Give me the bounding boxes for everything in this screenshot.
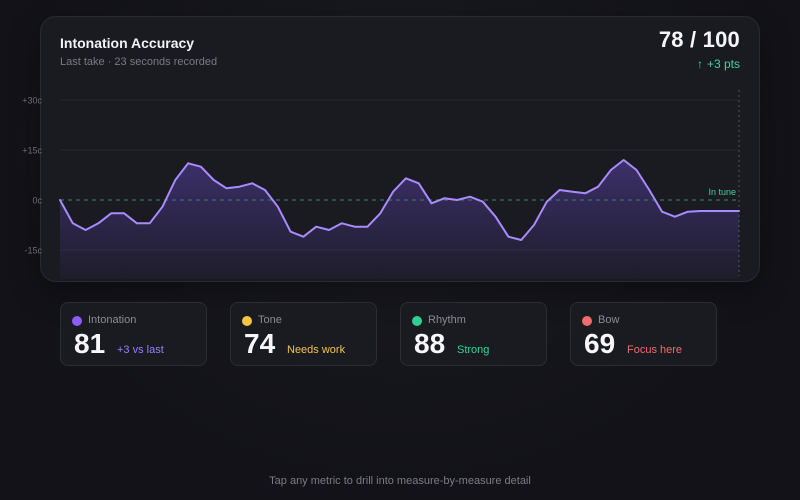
metric-tiles: Intonation 81 +3 vs last Tone 74 Needs w… [60, 302, 720, 366]
rhythm-dot-icon [412, 316, 422, 326]
metric-label: Rhythm [428, 314, 466, 326]
metric-note: Needs work [287, 344, 346, 356]
intonation-dot-icon [72, 316, 82, 326]
metric-note: Focus here [627, 344, 683, 356]
metric-tile-tone[interactable]: Tone 74 Needs work [230, 302, 377, 366]
metric-tile-rhythm[interactable]: Rhythm 88 Strong [400, 302, 547, 366]
metric-value: 74 [244, 328, 276, 359]
card-title: Intonation Accuracy [60, 35, 195, 51]
bow-dot-icon [582, 316, 592, 326]
overall-score: 78 / 100 [658, 27, 740, 52]
metric-value: 81 [74, 328, 106, 359]
metric-note: +3 vs last [117, 344, 164, 356]
metric-value: 69 [584, 328, 616, 359]
footer-hint: Tap any metric to drill into measure-by-… [269, 475, 531, 487]
metric-label: Bow [598, 314, 620, 326]
intonation-accuracy-card: Intonation Accuracy Last take · 23 secon… [40, 16, 760, 282]
score-delta-text: +3 pts [706, 57, 740, 71]
metric-label: Tone [258, 314, 282, 326]
metric-tile-intonation[interactable]: Intonation 81 +3 vs last [60, 302, 207, 366]
metric-tile-bow[interactable]: Bow 69 Focus here [570, 302, 717, 366]
tone-dot-icon [242, 316, 252, 326]
metric-label: Intonation [88, 314, 137, 326]
arrow-up-icon: ↑ [696, 57, 703, 71]
metric-note: Strong [457, 344, 490, 356]
metric-value: 88 [414, 328, 446, 359]
score-delta: ↑ +3 pts [697, 57, 740, 71]
card-subtitle: Last take · 23 seconds recorded [60, 56, 218, 68]
